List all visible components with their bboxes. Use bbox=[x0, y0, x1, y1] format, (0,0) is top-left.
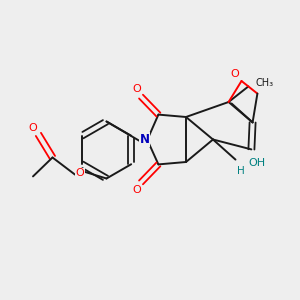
Text: O: O bbox=[132, 84, 141, 94]
Text: OH: OH bbox=[248, 158, 265, 168]
Text: O: O bbox=[28, 123, 38, 133]
Text: CH₃: CH₃ bbox=[255, 78, 273, 88]
Text: H: H bbox=[237, 166, 245, 176]
Text: O: O bbox=[75, 168, 84, 178]
Text: N: N bbox=[140, 133, 150, 146]
Text: O: O bbox=[132, 185, 141, 195]
Text: O: O bbox=[230, 69, 239, 80]
